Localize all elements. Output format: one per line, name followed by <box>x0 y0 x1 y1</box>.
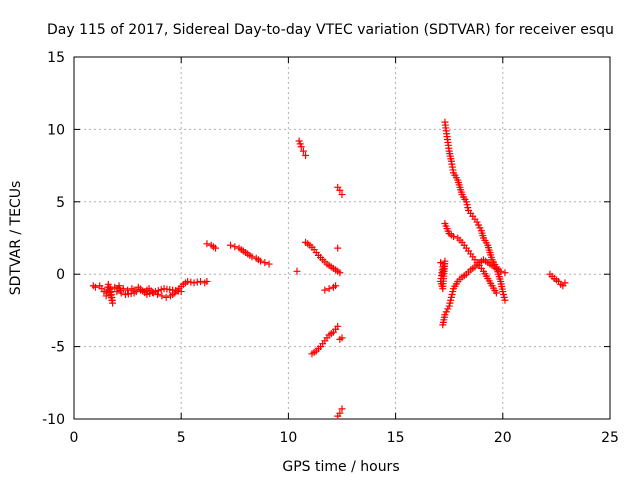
data-point <box>334 244 342 252</box>
data-point <box>497 267 505 275</box>
data-point <box>190 279 198 287</box>
x-tick-label: 25 <box>601 430 619 446</box>
data-point <box>177 288 185 296</box>
tick-layer: 0 5 10 15 20 25 -10 -5 0 5 10 15 <box>42 50 619 446</box>
data-point <box>501 296 509 304</box>
y-tick-label: 0 <box>56 267 65 283</box>
x-tick-label: 10 <box>279 430 297 446</box>
data-point <box>106 285 114 293</box>
data-point <box>338 405 346 413</box>
data-point <box>325 285 333 293</box>
data-point <box>111 283 119 291</box>
data-point <box>439 270 447 278</box>
data-point <box>336 269 344 277</box>
x-axis-label: GPS time / hours <box>282 459 399 475</box>
data-point <box>332 282 340 290</box>
data-point <box>184 277 192 285</box>
data-point <box>449 233 457 241</box>
data-point <box>336 409 344 417</box>
grid-layer <box>74 57 610 419</box>
plot-frame <box>73 56 611 420</box>
y-tick-label: 10 <box>47 122 65 138</box>
y-axis-label: SDTVAR / TECUs <box>8 181 24 296</box>
data-point <box>338 334 346 342</box>
data-point <box>265 260 273 268</box>
data-point <box>302 151 310 159</box>
data-point <box>227 241 235 249</box>
y-tick-label: 5 <box>56 195 65 211</box>
data-point <box>293 267 301 275</box>
data-point <box>561 279 569 287</box>
data-point <box>336 186 344 194</box>
x-tick-label: 0 <box>70 430 79 446</box>
data-point <box>162 293 170 301</box>
chart-title: Day 115 of 2017, Sidereal Day-to-day VTE… <box>47 22 614 38</box>
data-point <box>196 277 204 285</box>
data-point <box>193 278 201 286</box>
data-point <box>203 240 211 248</box>
data-point <box>117 289 125 297</box>
data-point <box>297 143 305 151</box>
data-point <box>119 285 127 293</box>
data-point <box>130 289 138 297</box>
data-point <box>231 243 239 251</box>
data-point <box>299 147 307 155</box>
data-point <box>91 283 99 291</box>
data-point <box>124 286 132 294</box>
x-tick-label: 20 <box>494 430 512 446</box>
data-point <box>257 257 265 265</box>
y-tick-label: 15 <box>47 50 65 66</box>
data-point <box>187 278 195 286</box>
x-tick-label: 15 <box>387 430 405 446</box>
data-point <box>334 322 342 330</box>
y-tick-label: -10 <box>42 412 65 428</box>
data-point <box>492 289 500 297</box>
data-points <box>89 118 569 420</box>
data-point <box>321 286 329 294</box>
data-point <box>261 259 269 267</box>
data-point <box>501 269 509 277</box>
data-point <box>338 191 346 199</box>
x-tick-label: 5 <box>177 430 186 446</box>
data-point <box>437 259 445 267</box>
data-point <box>203 277 211 285</box>
data-point <box>158 292 166 300</box>
data-point <box>248 253 256 261</box>
y-tick-label: -5 <box>51 340 65 356</box>
data-point <box>212 244 220 252</box>
